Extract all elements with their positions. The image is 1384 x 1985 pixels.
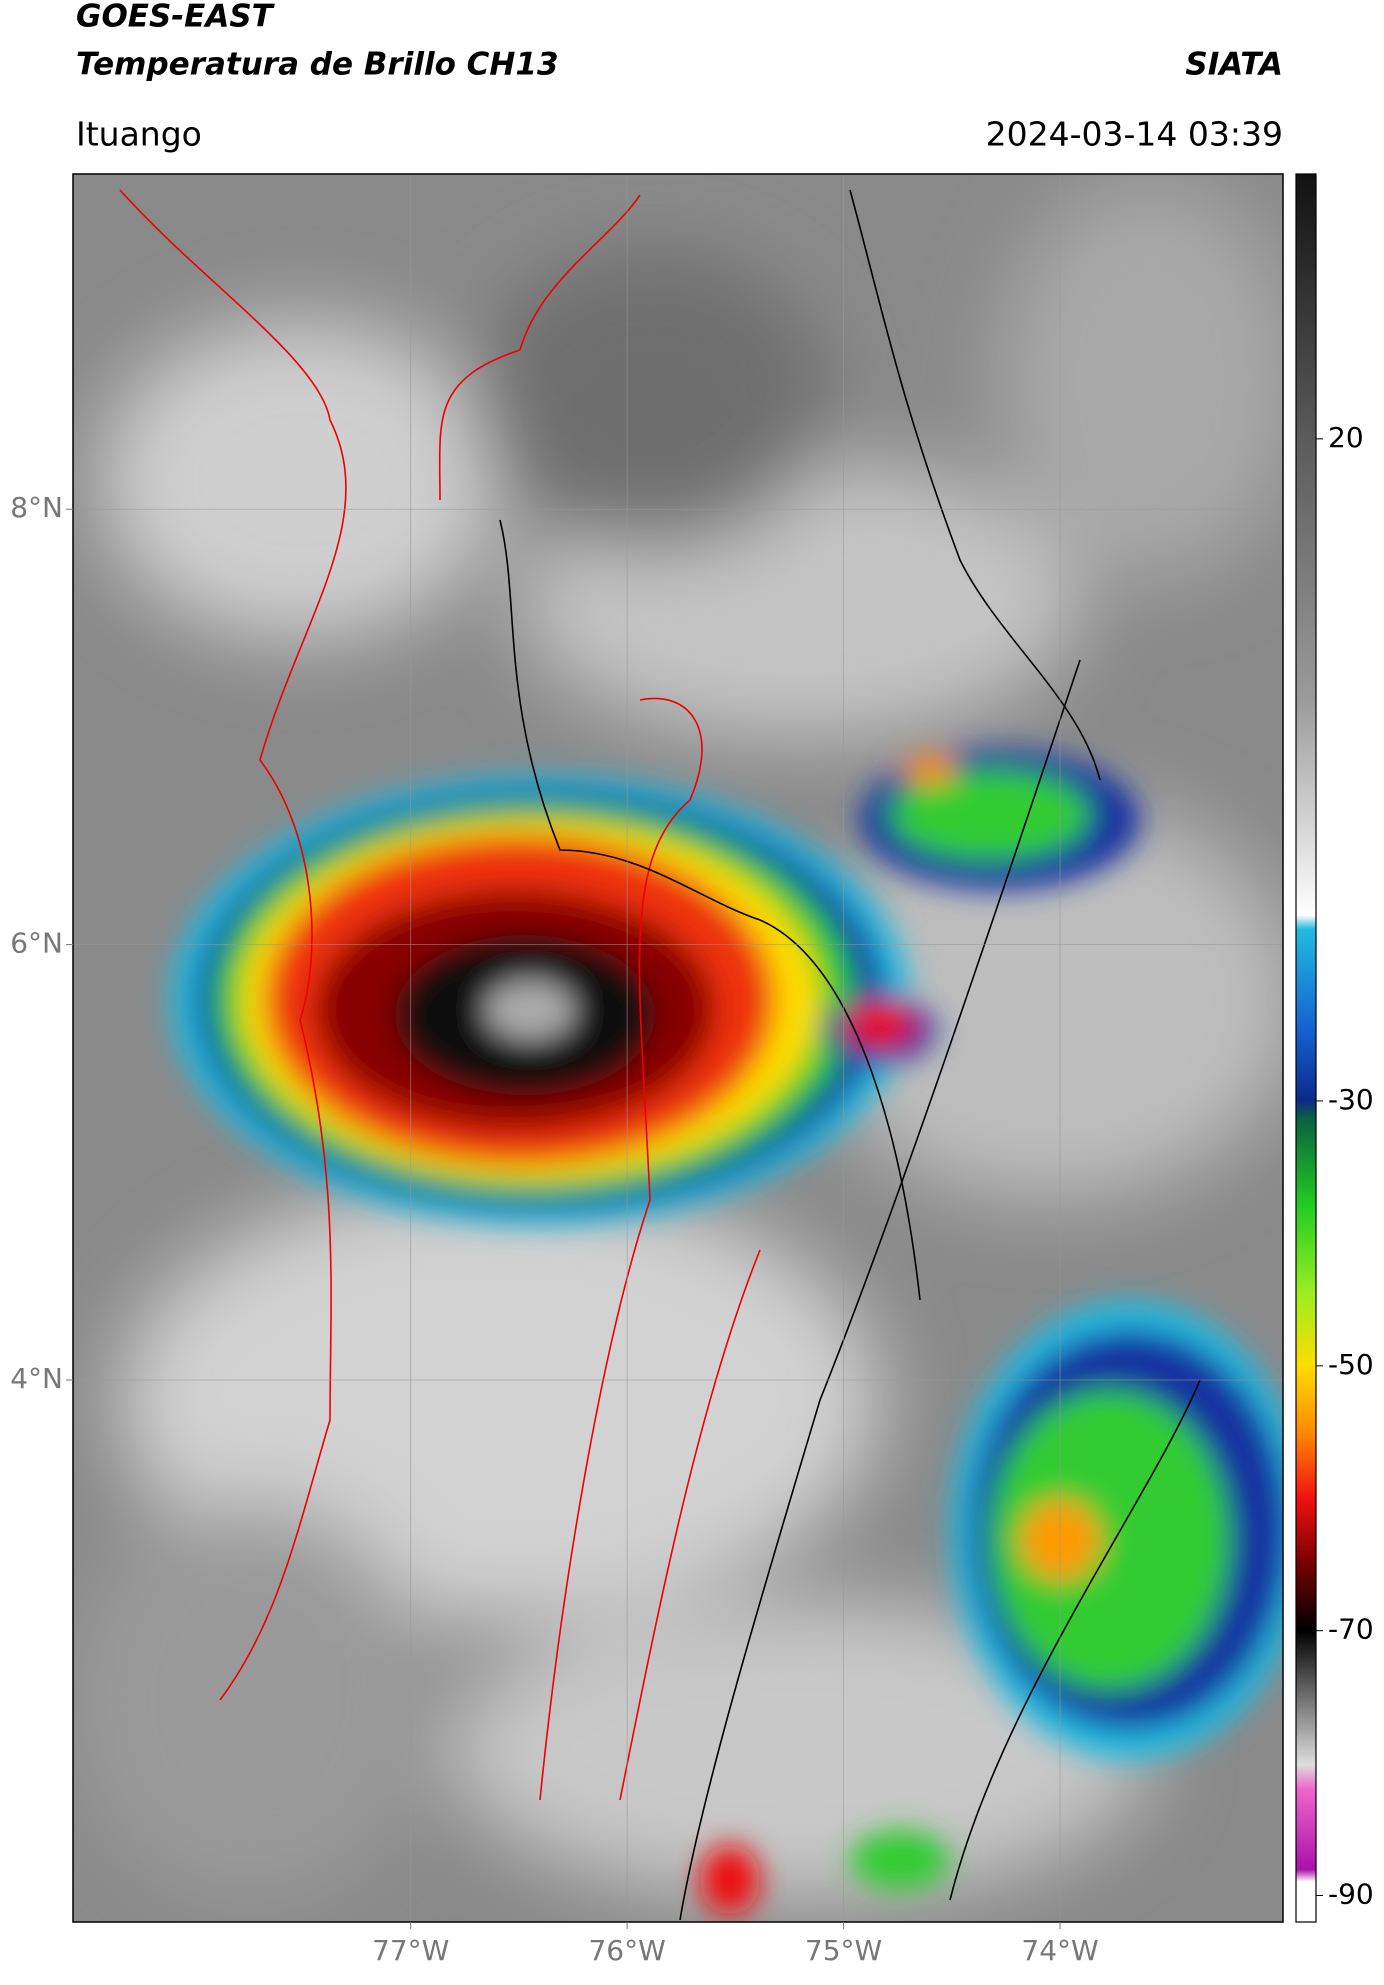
y-tick-label: 4°N (10, 1362, 63, 1395)
map-frame (72, 173, 1284, 1923)
source-label: SIATA (1185, 47, 1283, 83)
colorbar-tick-label: -50 (1328, 1348, 1374, 1381)
colorbar-tick-label: -90 (1328, 1878, 1374, 1911)
y-tick-label: 6°N (10, 927, 63, 960)
x-tick-label: 77°W (372, 1934, 449, 1967)
graticule (73, 174, 1283, 1922)
colorbar (1295, 173, 1317, 1923)
location-label: Ituango (76, 115, 202, 154)
colorbar-tick-label: 20 (1328, 421, 1364, 454)
colorbar-tick-label: -30 (1328, 1083, 1374, 1116)
satellite-image (73, 174, 1283, 1922)
datetime-label: 2024-03-14 03:39 (986, 115, 1283, 154)
colorbar-tick-label: -70 (1328, 1613, 1374, 1646)
x-tick-label: 74°W (1021, 1934, 1098, 1967)
y-tick-label: 8°N (10, 491, 63, 524)
satellite-title: GOES-EAST (76, 0, 276, 35)
product-title: Temperatura de Brillo CH13 (76, 47, 559, 83)
x-tick-label: 75°W (805, 1934, 882, 1967)
borders (119, 189, 1201, 1921)
x-tick-label: 76°W (588, 1934, 665, 1967)
